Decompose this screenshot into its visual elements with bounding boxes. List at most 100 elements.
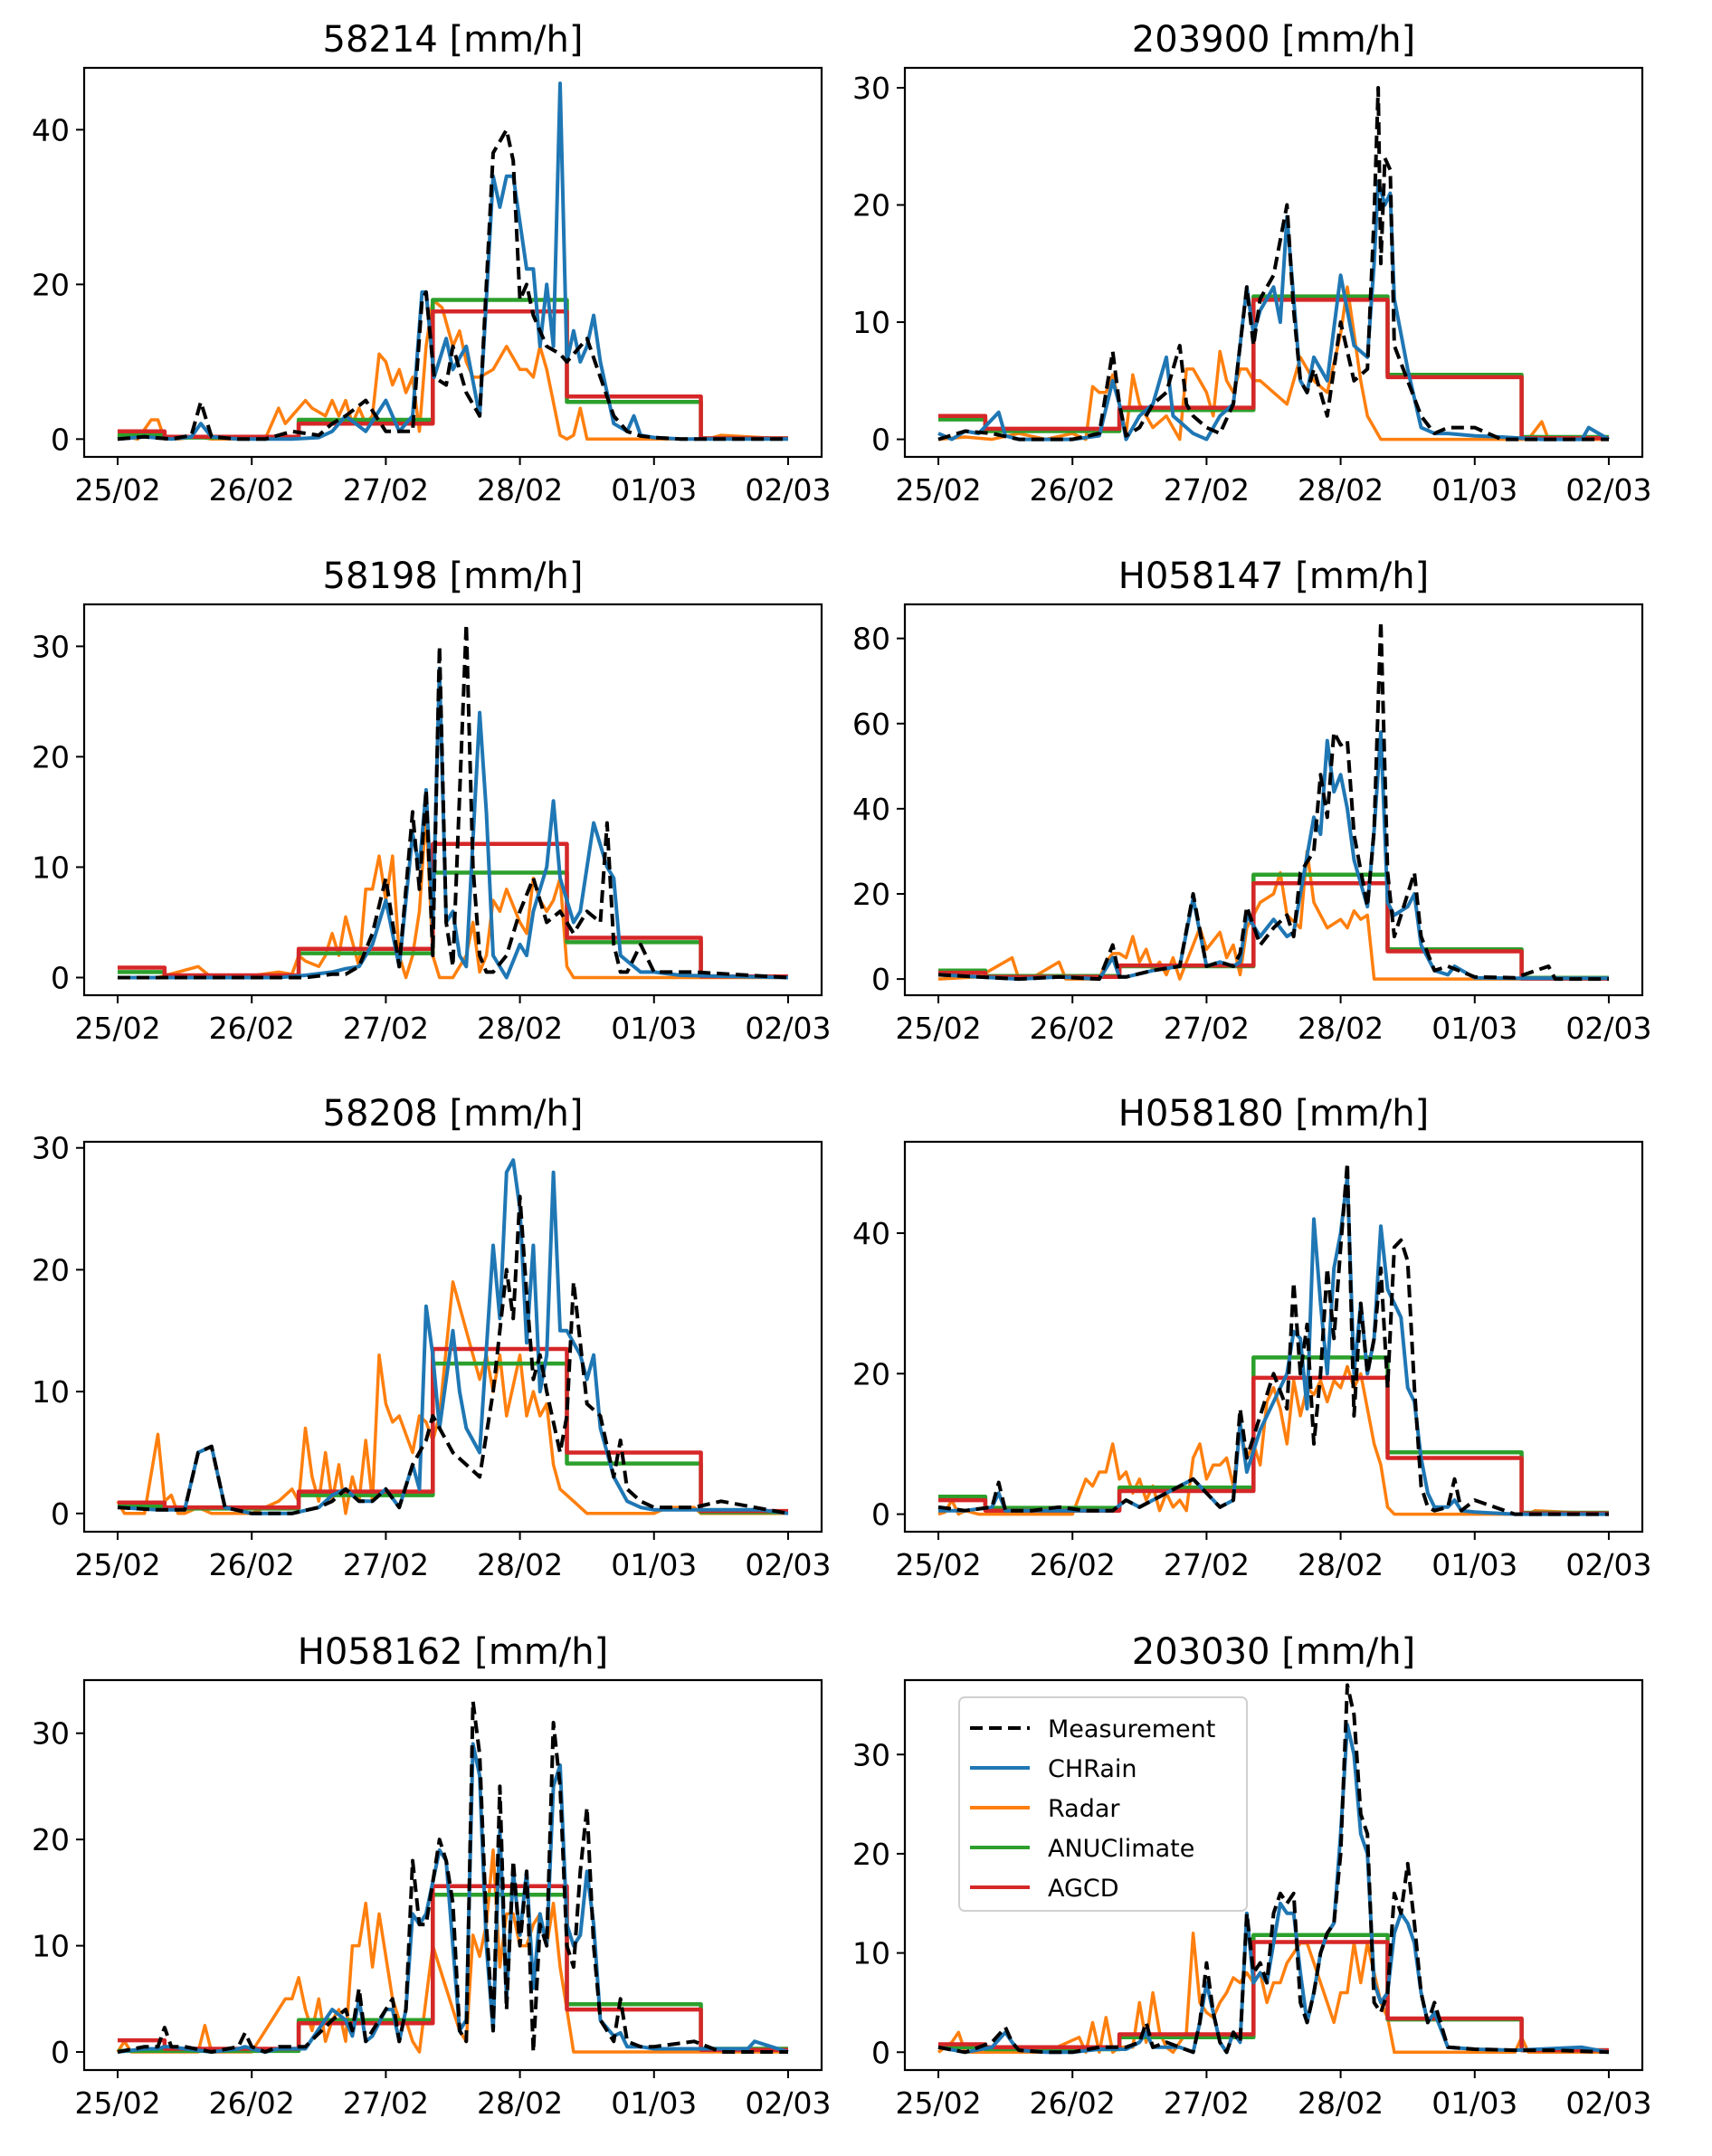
y-tick-label: 0	[51, 1496, 70, 1532]
subplot-5: 58208 [mm/h] 0 10 20 30 25/02 26/02 27/02 28/02 0…	[32, 1093, 832, 1582]
x-tick-label: 02/03	[745, 2085, 831, 2121]
x-tick-label: 27/02	[343, 1547, 429, 1582]
x-tick-label: 26/02	[209, 472, 295, 508]
series-line-measurement	[117, 1194, 789, 1515]
x-tick-label: 01/03	[611, 1011, 697, 1046]
subplot-title: H058180 [mm/h]	[1118, 1093, 1429, 1135]
x-tick-label: 02/03	[1565, 472, 1651, 508]
x-tick-label: 26/02	[209, 2085, 295, 2121]
axes-frame	[903, 66, 1644, 459]
axes-frame	[903, 1140, 1644, 1534]
subplot-7: H058162 [mm/h] 0 10 20 30 25/02 26/02 27/02 28/0…	[32, 1631, 832, 2121]
axes-frame	[903, 1678, 1644, 2072]
y-tick-label: 10	[852, 1936, 890, 1971]
x-tick-label: 28/02	[477, 1011, 563, 1046]
x-tick-label: 02/03	[745, 1547, 831, 1582]
subplot-title: 58208 [mm/h]	[323, 1093, 584, 1135]
series-line-chrain	[937, 730, 1609, 982]
y-tick-label: 10	[32, 1929, 70, 1964]
x-tick-label: 27/02	[1164, 472, 1250, 508]
subplot-title: 58198 [mm/h]	[323, 556, 584, 597]
subplot-6: H058180 [mm/h] 0 20 40 25/02 26/02 27/02 28/02 0…	[852, 1093, 1652, 1582]
x-tick-label: 26/02	[1030, 472, 1116, 508]
legend-label: CHRain	[1048, 1755, 1137, 1783]
x-tick-label: 01/03	[1431, 1011, 1517, 1046]
series-line-radar	[937, 850, 1609, 981]
y-tick-label: 0	[51, 422, 70, 457]
series-line-radar	[117, 298, 789, 442]
y-tick-label: 20	[32, 1252, 70, 1287]
subplot-4: H058147 [mm/h] 0 20 40 60 80 25/02 26/02 27/02 28…	[852, 556, 1652, 1046]
x-tick-label: 27/02	[343, 2085, 429, 2121]
x-tick-label: 26/02	[209, 1011, 295, 1046]
y-tick-label: 0	[51, 2035, 70, 2070]
x-tick-label: 02/03	[745, 1011, 831, 1046]
x-tick-label: 02/03	[745, 472, 831, 508]
series-line-measurement	[117, 1699, 788, 2054]
x-tick-label: 01/03	[611, 2085, 697, 2121]
x-tick-label: 25/02	[74, 1547, 160, 1582]
series-line-radar	[937, 1364, 1610, 1516]
x-tick-label: 01/03	[611, 472, 697, 508]
subplot-8: 203030 [mm/h] 0 10 20 30 25/02 26/02 27/02 28/02…	[852, 1631, 1652, 2121]
x-tick-label: 28/02	[477, 472, 563, 508]
series-line-measurement	[117, 128, 788, 442]
y-tick-label: 30	[32, 1716, 70, 1752]
series-line-measurement	[118, 622, 789, 980]
y-tick-label: 60	[852, 707, 890, 742]
subplot-title: H058162 [mm/h]	[298, 1631, 608, 1673]
series-line-agcd	[938, 880, 1609, 981]
y-tick-label: 10	[852, 305, 890, 340]
legend-label: ANUClimate	[1048, 1835, 1194, 1863]
x-tick-label: 26/02	[1030, 2085, 1116, 2121]
y-tick-label: 20	[32, 739, 70, 774]
x-tick-label: 28/02	[1298, 1547, 1384, 1582]
x-tick-label: 25/02	[895, 1547, 981, 1582]
y-tick-label: 20	[32, 267, 70, 302]
x-tick-label: 27/02	[1164, 2085, 1250, 2121]
y-tick-label: 20	[852, 1837, 890, 1872]
x-tick-label: 25/02	[895, 1011, 981, 1046]
y-tick-label: 40	[852, 792, 890, 827]
series-group	[116, 1158, 789, 1515]
series-line-measurement	[937, 1161, 1609, 1516]
x-tick-label: 25/02	[895, 2085, 981, 2121]
y-tick-label: 0	[871, 1497, 890, 1533]
series-line-anuclimate	[118, 1361, 788, 1515]
series-line-chrain	[117, 81, 788, 442]
x-tick-label: 26/02	[1030, 1547, 1116, 1582]
subplot-title: H058147 [mm/h]	[1118, 556, 1429, 597]
x-tick-label: 26/02	[209, 1547, 295, 1582]
subplot-title: 203030 [mm/h]	[1132, 1631, 1415, 1673]
series-line-radar	[937, 1931, 1609, 2055]
y-tick-label: 20	[852, 188, 890, 223]
series-line-chrain	[937, 179, 1611, 442]
series-line-agcd	[118, 1346, 788, 1514]
series-line-measurement	[937, 86, 1609, 442]
x-tick-label: 25/02	[74, 2085, 160, 2121]
series-line-chrain	[117, 1158, 789, 1515]
series-line-measurement	[937, 619, 1609, 982]
subplot-3: 58198 [mm/h] 0 10 20 30 25/02 26/02 27/02 28/02 0…	[32, 556, 832, 1046]
series-line-radar	[116, 1280, 788, 1515]
x-tick-label: 27/02	[343, 1011, 429, 1046]
y-tick-label: 0	[871, 423, 890, 458]
legend-label: Radar	[1048, 1795, 1120, 1823]
axes-frame	[82, 1678, 823, 2072]
x-tick-label: 02/03	[1565, 1547, 1651, 1582]
series-line-radar	[937, 285, 1609, 442]
y-tick-label: 20	[32, 1822, 70, 1857]
x-tick-label: 28/02	[1298, 2085, 1384, 2121]
subplot-2: 203900 [mm/h] 0 10 20 30 25/02 26/02 27/02 28/02…	[852, 19, 1652, 508]
axes-frame	[82, 66, 823, 459]
series-line-agcd	[118, 309, 788, 441]
series-line-anuclimate	[938, 1355, 1609, 1515]
axes-frame	[903, 603, 1644, 997]
x-tick-label: 01/03	[611, 1547, 697, 1582]
series-group	[937, 1683, 1610, 2055]
subplot-1: 58214 [mm/h] 0 20 40 25/02 26/02 27/02 28/02 01/…	[32, 19, 832, 508]
y-tick-label: 20	[852, 1356, 890, 1391]
series-line-chrain	[938, 1174, 1609, 1516]
axes-frame	[82, 1140, 823, 1534]
